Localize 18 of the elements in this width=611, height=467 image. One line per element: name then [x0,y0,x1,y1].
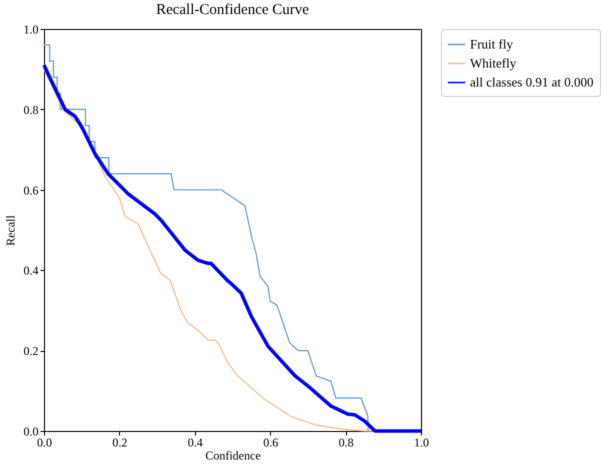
y-tick-label: 0.0 [24,424,38,438]
x-tick-label: 1.0 [414,436,429,450]
x-tick-label: 0.8 [338,436,354,450]
legend-label: Fruit fly [470,36,514,52]
y-tick-label: 0.8 [24,102,38,117]
y-axis-title: Recall [4,214,18,246]
y-tick-label: 0.2 [24,344,38,358]
y-tick-label: 1.0 [24,22,38,36]
x-tick-label: 0.2 [112,436,128,450]
y-tick-label: 0.4 [24,264,38,278]
x-tick-label: 0.4 [188,436,203,450]
y-tick-label: 0.6 [24,183,38,198]
chart-title: Recall-Confidence Curve [156,2,310,18]
legend-label: all classes 0.91 at 0.000 [470,74,594,90]
x-axis-title: Confidence [205,448,261,462]
x-tick-label: 0.6 [263,436,278,450]
x-tick-label: 0.0 [37,436,52,450]
legend-label: Whitefly [470,56,517,70]
